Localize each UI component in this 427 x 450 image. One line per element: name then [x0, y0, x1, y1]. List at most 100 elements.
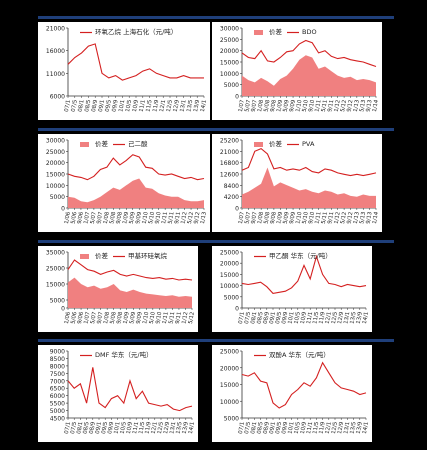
- x-tick-label: 09/5: [275, 311, 283, 325]
- y-tick-label: 30000: [220, 26, 239, 33]
- x-tick-label: 07/1: [64, 99, 72, 112]
- y-tick-label: 15000: [46, 172, 65, 179]
- x-tick-label: 1/11: [161, 211, 169, 224]
- y-tick-label: 10000: [220, 399, 239, 406]
- x-tick-label: 5/12: [340, 99, 348, 112]
- y-tick-label: 4500: [50, 416, 65, 423]
- chart-dmf: 4500 5000 5500 6000 6500 7000 7500 8000 8500 9000…: [38, 345, 198, 442]
- x-tick-label: 5/08: [263, 211, 271, 225]
- y-tick-label: 6000: [50, 393, 65, 400]
- x-tick-label: 08/1: [250, 311, 258, 324]
- y-tick-label: 0: [235, 206, 239, 213]
- x-tick-label: 13/5: [350, 311, 358, 325]
- y-tick-label: 6000: [50, 94, 65, 101]
- x-tick-label: 1/09: [122, 211, 130, 225]
- x-tick-label: 5/07: [90, 211, 98, 225]
- x-tick-label: 9/10: [308, 99, 316, 113]
- x-tick-label: 09/5: [105, 99, 113, 113]
- series-line-0: [241, 361, 367, 409]
- chart-svg: 050001000015000200002500007/107/508/108/…: [220, 250, 370, 325]
- y-tick-label: 0: [235, 94, 239, 101]
- x-tick-label: 9/13: [366, 99, 374, 113]
- x-tick-label: 10/9: [132, 99, 140, 113]
- x-tick-label: 12/9: [337, 421, 345, 435]
- x-tick-label: 12/9: [163, 421, 171, 435]
- x-tick-label: 13/9: [356, 311, 364, 325]
- x-tick-label: 1/08: [257, 211, 265, 225]
- x-tick-label: 13/1: [180, 99, 188, 112]
- y-tick-label: 15000: [46, 282, 65, 289]
- x-tick-label: 9/07: [251, 211, 259, 225]
- x-tick-label: 13/5: [350, 421, 358, 435]
- y-tick-label: 4200: [224, 194, 239, 201]
- x-tick-label: 11/1: [139, 99, 147, 112]
- x-tick-label: 9/12: [346, 99, 354, 112]
- x-tick-label: 5/10: [302, 99, 310, 113]
- x-tick-label: 9/08: [116, 311, 124, 325]
- x-tick-label: 9/12: [346, 211, 354, 224]
- x-tick-label: 08/9: [263, 421, 271, 435]
- x-tick-label: 11/9: [152, 99, 160, 113]
- y-tick-label: 11000: [46, 71, 65, 78]
- y-tick-label: 20000: [46, 160, 65, 167]
- chart-pva: 0 4200 8400 12600 16800 21000 25200 1/07 5/07 9/0…: [212, 134, 382, 232]
- x-tick-label: 1/10: [295, 99, 303, 113]
- x-tick-label: 5/11: [321, 99, 329, 112]
- x-tick-label: 9/07: [96, 211, 104, 225]
- x-tick-label: 10/1: [118, 99, 126, 112]
- x-tick-label: 1/06: [64, 211, 72, 225]
- y-tick-label: 20000: [220, 48, 239, 55]
- x-tick-label: 5/11: [168, 311, 176, 324]
- x-tick-label: 1/12: [180, 211, 188, 224]
- x-tick-label: 9/06: [77, 311, 85, 325]
- y-tick-label: 9000: [50, 349, 65, 356]
- y-tick-label: 5000: [50, 194, 65, 201]
- x-tick-label: 5/09: [129, 211, 137, 225]
- x-tick-label: 9/08: [270, 99, 278, 113]
- legend-swatch-area: [254, 30, 263, 35]
- x-tick-label: 1/06: [64, 311, 72, 325]
- y-tick-label: 30000: [46, 138, 65, 145]
- x-tick-label: 1/12: [334, 99, 342, 112]
- y-tick-label: 0: [235, 306, 239, 313]
- y-tick-label: 7000: [50, 378, 65, 385]
- section-divider: [38, 16, 394, 19]
- x-tick-label: 1/14: [372, 99, 380, 113]
- x-tick-label: 07/5: [244, 311, 252, 325]
- y-tick-label: 25200: [220, 138, 239, 145]
- y-tick-label: 7500: [50, 371, 65, 378]
- x-tick-label: 13/1: [343, 311, 351, 324]
- x-tick-label: 5/09: [283, 211, 291, 225]
- x-tick-label: 9/09: [289, 211, 297, 225]
- x-tick-label: 10/1: [288, 421, 296, 434]
- x-tick-label: 09/9: [281, 311, 289, 325]
- x-tick-label: 5/08: [109, 211, 117, 225]
- series-line-0: [241, 254, 367, 294]
- series-line-1: [241, 147, 377, 177]
- legend-swatch-area: [80, 254, 89, 259]
- legend-label: DMF 华东（元/吨）: [95, 350, 153, 359]
- legend-label: PVA: [302, 140, 315, 148]
- x-tick-label: 1/09: [276, 211, 284, 225]
- x-tick-label: 9/10: [155, 211, 163, 225]
- x-tick-label: 07/1: [238, 421, 246, 434]
- x-tick-label: 1/12: [334, 211, 342, 224]
- x-tick-label: 1/12: [181, 311, 189, 324]
- x-tick-label: 1/14: [372, 211, 380, 225]
- legend-label: 己二酸: [128, 139, 148, 148]
- x-tick-label: 09/1: [95, 421, 103, 434]
- x-tick-label: 12/1: [325, 421, 333, 434]
- x-tick-label: 1/07: [83, 311, 91, 325]
- x-tick-label: 10/5: [294, 421, 302, 435]
- y-tick-label: 8500: [50, 356, 65, 363]
- chart-svg: 0500010000150002000025000300001/065/069/…: [46, 138, 208, 225]
- x-tick-label: 5/07: [244, 99, 252, 113]
- x-tick-label: 5/11: [321, 211, 329, 224]
- y-tick-label: 0: [61, 206, 65, 213]
- x-tick-label: 12/5: [166, 99, 174, 113]
- y-tick-label: 10000: [220, 283, 239, 290]
- x-tick-label: 11/5: [312, 311, 320, 325]
- x-tick-label: 5/13: [359, 99, 367, 113]
- x-tick-label: 1/10: [295, 211, 303, 225]
